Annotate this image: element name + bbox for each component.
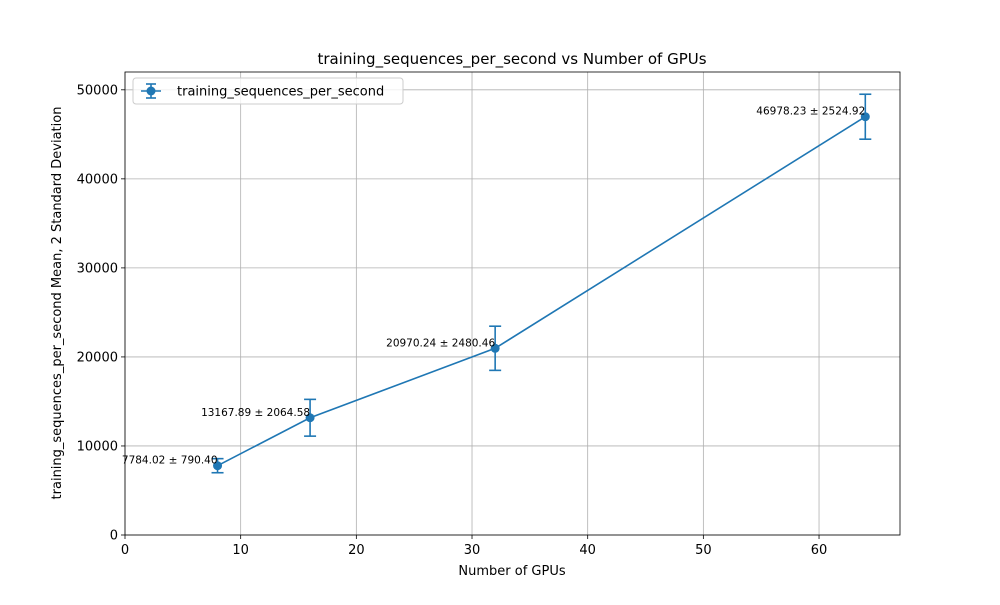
y-tick-label: 0 xyxy=(110,529,118,544)
legend-marker xyxy=(146,86,156,96)
plot-frame xyxy=(124,71,901,536)
legend: training_sequences_per_second xyxy=(132,77,404,105)
data-point xyxy=(213,461,223,471)
data-label: 7784.02 ± 790.40 xyxy=(122,455,218,467)
legend-label: training_sequences_per_second xyxy=(177,85,384,100)
y-tick-label: 20000 xyxy=(77,350,118,365)
y-axis-label: training_sequences_per_second Mean, 2 St… xyxy=(50,107,65,500)
x-tick-label: 50 xyxy=(695,543,712,558)
x-axis-label: Number of GPUs xyxy=(458,564,565,579)
x-tick-label: 60 xyxy=(811,543,828,558)
data-label: 46978.23 ± 2524.92 xyxy=(756,106,865,118)
x-tick-label: 40 xyxy=(579,543,596,558)
data-point xyxy=(490,343,500,353)
chart-title: training_sequences_per_second vs Number … xyxy=(317,50,706,69)
x-tick-label: 0 xyxy=(121,543,129,558)
y-tick-label: 10000 xyxy=(77,439,118,454)
x-tick-label: 20 xyxy=(348,543,365,558)
data-point xyxy=(860,112,870,122)
y-tick-label: 50000 xyxy=(77,83,118,98)
y-tick-label: 30000 xyxy=(77,261,118,276)
series-line xyxy=(217,116,866,467)
legend-box xyxy=(132,77,404,105)
data-label: 20970.24 ± 2480.46 xyxy=(386,337,495,349)
x-tick-label: 10 xyxy=(232,543,249,558)
series-layer: 7784.02 ± 790.40 13167.89 ± 2064.58 20970.… xyxy=(122,93,872,474)
axes: 0 10 20 30 40 50 60 0 10000 20000 30000 40000 50000 xyxy=(77,71,901,558)
x-tick-label: 30 xyxy=(464,543,481,558)
data-label: 13167.89 ± 2064.58 xyxy=(201,407,310,419)
y-tick-label: 40000 xyxy=(77,172,118,187)
data-point xyxy=(305,413,315,423)
